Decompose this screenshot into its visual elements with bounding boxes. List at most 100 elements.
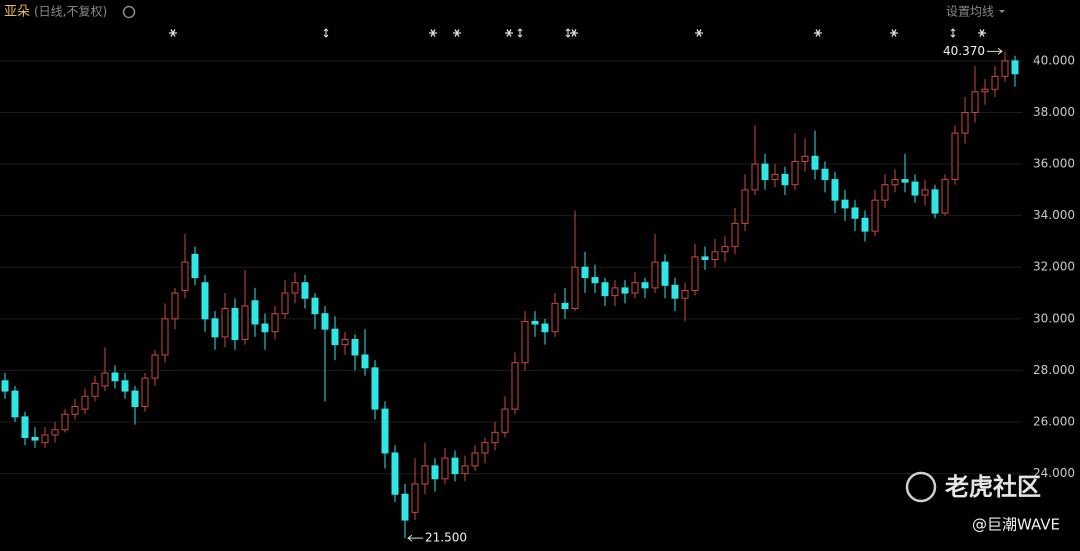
candle-body [521,320,529,364]
candle-body [351,338,359,356]
y-tick-label: 40.000 [1033,53,1075,67]
candle-body [691,256,699,291]
candle-body [341,338,349,346]
candle-body [751,163,759,191]
candle-body [301,282,309,299]
candle-body [601,282,609,297]
candle-body [451,457,459,475]
candle-body [421,465,429,485]
y-tick-label: 38.000 [1033,105,1075,119]
candle-body [401,493,409,521]
candle-body [961,111,969,134]
ma-button[interactable]: 设置均线 [946,5,994,19]
candle-body [671,284,679,299]
candle-body [71,406,79,415]
candle-body [1,380,9,392]
settings-icon[interactable] [122,5,136,19]
candle-body [981,88,989,93]
high-label: 40.370 [943,44,985,58]
candle-body [571,266,579,310]
candle-body [191,253,199,279]
candle-body [781,173,789,186]
candle-body [41,434,49,444]
candle-body [541,323,549,333]
candle-body [91,382,99,397]
candle-body [381,408,389,454]
candle-body [471,452,479,467]
candle-body [51,429,59,436]
candle-body [851,207,859,219]
candle-body [171,292,179,320]
candle-body [491,431,499,444]
candle-body [621,287,629,294]
low-arrow [407,534,423,542]
candle-body [281,292,289,315]
y-tick-label: 32.000 [1033,260,1075,274]
candle-body [881,184,889,201]
candle-body [951,132,959,181]
candle-body [581,266,589,279]
candle-body [151,354,159,379]
candle-body [371,367,379,410]
candle-body [731,222,739,248]
candle-body [271,313,279,333]
candle-body [211,318,219,338]
candle-body [461,465,469,475]
y-tick-label: 30.000 [1033,311,1075,325]
candle-body [941,179,949,214]
y-tick-label: 24.000 [1033,466,1075,480]
candle-body [811,155,819,170]
candle-body [431,465,439,480]
candle-body [641,282,649,289]
candle-body [11,390,19,418]
candle-body [711,251,719,261]
high-arrow [987,47,1003,55]
y-tick-label: 28.000 [1033,363,1075,377]
candle-body [931,189,939,214]
candle-body [841,199,849,209]
candle-body [321,313,329,330]
candle-body [741,189,749,224]
candle-body [901,179,909,183]
candle-body [101,372,109,387]
candle-body [681,289,689,299]
candle-body [141,377,149,408]
y-tick-label: 36.000 [1033,157,1075,171]
candle-body [821,168,829,181]
candle-body [501,408,509,433]
candle-body [181,261,189,291]
candle-body [631,282,639,294]
candle-body [441,457,449,480]
candle-body [771,173,779,181]
candle-body [701,256,709,261]
candle-body [921,189,929,196]
candle-body [31,436,39,441]
y-tick-label: 34.000 [1033,208,1075,222]
candle-body [311,297,319,315]
candle-body [221,308,229,338]
candle-body [111,372,119,382]
candle-body [991,75,999,90]
y-tick-label: 26.000 [1033,415,1075,429]
candle-body [861,217,869,232]
candle-body [121,380,129,392]
author-watermark: @巨潮WAVE [972,516,1060,534]
candle-body [611,287,619,297]
candle-body [971,91,979,113]
candle-body [61,413,69,431]
candle-body [561,302,569,310]
candle-body [391,452,399,495]
candle-body [291,282,299,294]
candle-body [801,155,809,162]
low-label: 21.500 [425,531,467,545]
candle-body [201,282,209,320]
candle-body [911,181,919,196]
candle-body [411,483,419,513]
candle-body [531,320,539,325]
candle-body [551,302,559,333]
candle-body [831,179,839,201]
candle-body [361,354,369,369]
candle-body [761,163,769,181]
candle-body [871,199,879,232]
